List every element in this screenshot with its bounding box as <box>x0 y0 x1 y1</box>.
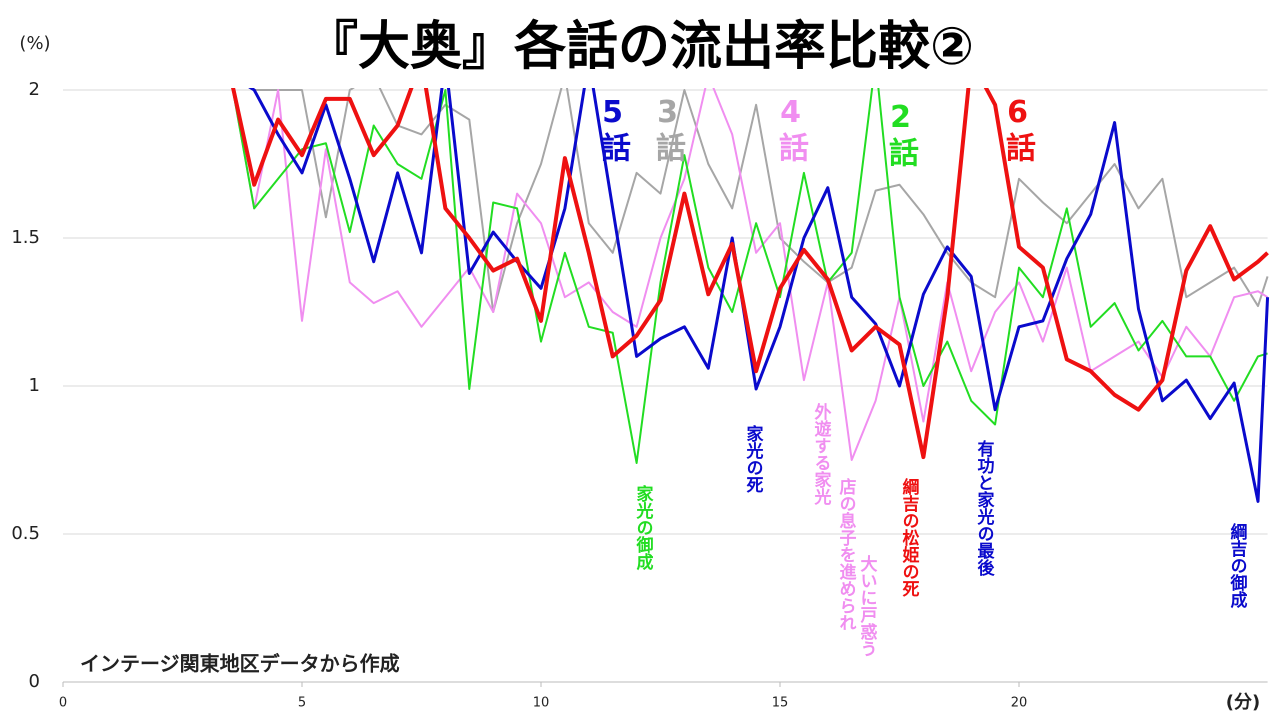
annotation: 店の息子を進められ <box>835 478 856 631</box>
y-tick-label: 0.5 <box>11 523 40 544</box>
x-tick-label: 15 <box>772 696 789 711</box>
series-label: 6話 <box>1000 95 1035 164</box>
series-line <box>231 88 1269 460</box>
series-label: 4話 <box>773 95 808 164</box>
x-tick-label: 20 <box>1011 696 1028 711</box>
annotation: 大いに戸惑う <box>856 555 877 657</box>
annotation: 外遊する家光 <box>810 403 831 505</box>
x-unit: (分) <box>1226 692 1260 713</box>
x-tick-label: 5 <box>298 696 306 711</box>
series-label: 2話 <box>883 100 918 169</box>
series-line <box>231 88 1268 464</box>
annotation: 有功と家光の最後 <box>973 440 994 576</box>
source-note: インテージ関東地区データから作成 <box>80 652 400 676</box>
annotation: 綱吉の松姫の死 <box>898 478 919 597</box>
y-tick-label: 1.5 <box>11 227 40 248</box>
annotation: 綱吉の御成 <box>1226 523 1247 608</box>
y-tick-label: 0 <box>29 671 40 692</box>
y-unit: (%) <box>19 33 50 54</box>
x-tick-label: 10 <box>533 696 550 711</box>
series-label: 5話 <box>595 95 630 164</box>
x-tick-label: 0 <box>59 696 67 711</box>
series-line <box>231 88 1269 461</box>
series-label: 3話 <box>650 95 685 164</box>
annotation: 家光の御成 <box>632 485 653 570</box>
plot <box>231 88 1270 503</box>
y-tick-label: 2 <box>29 79 40 100</box>
chart-title: 『大奥』各話の流出率比較② <box>306 17 974 77</box>
series-line <box>248 88 1270 503</box>
series-line <box>249 88 1269 313</box>
annotation: 家光の死 <box>742 425 763 493</box>
y-tick-label: 1 <box>29 375 40 396</box>
